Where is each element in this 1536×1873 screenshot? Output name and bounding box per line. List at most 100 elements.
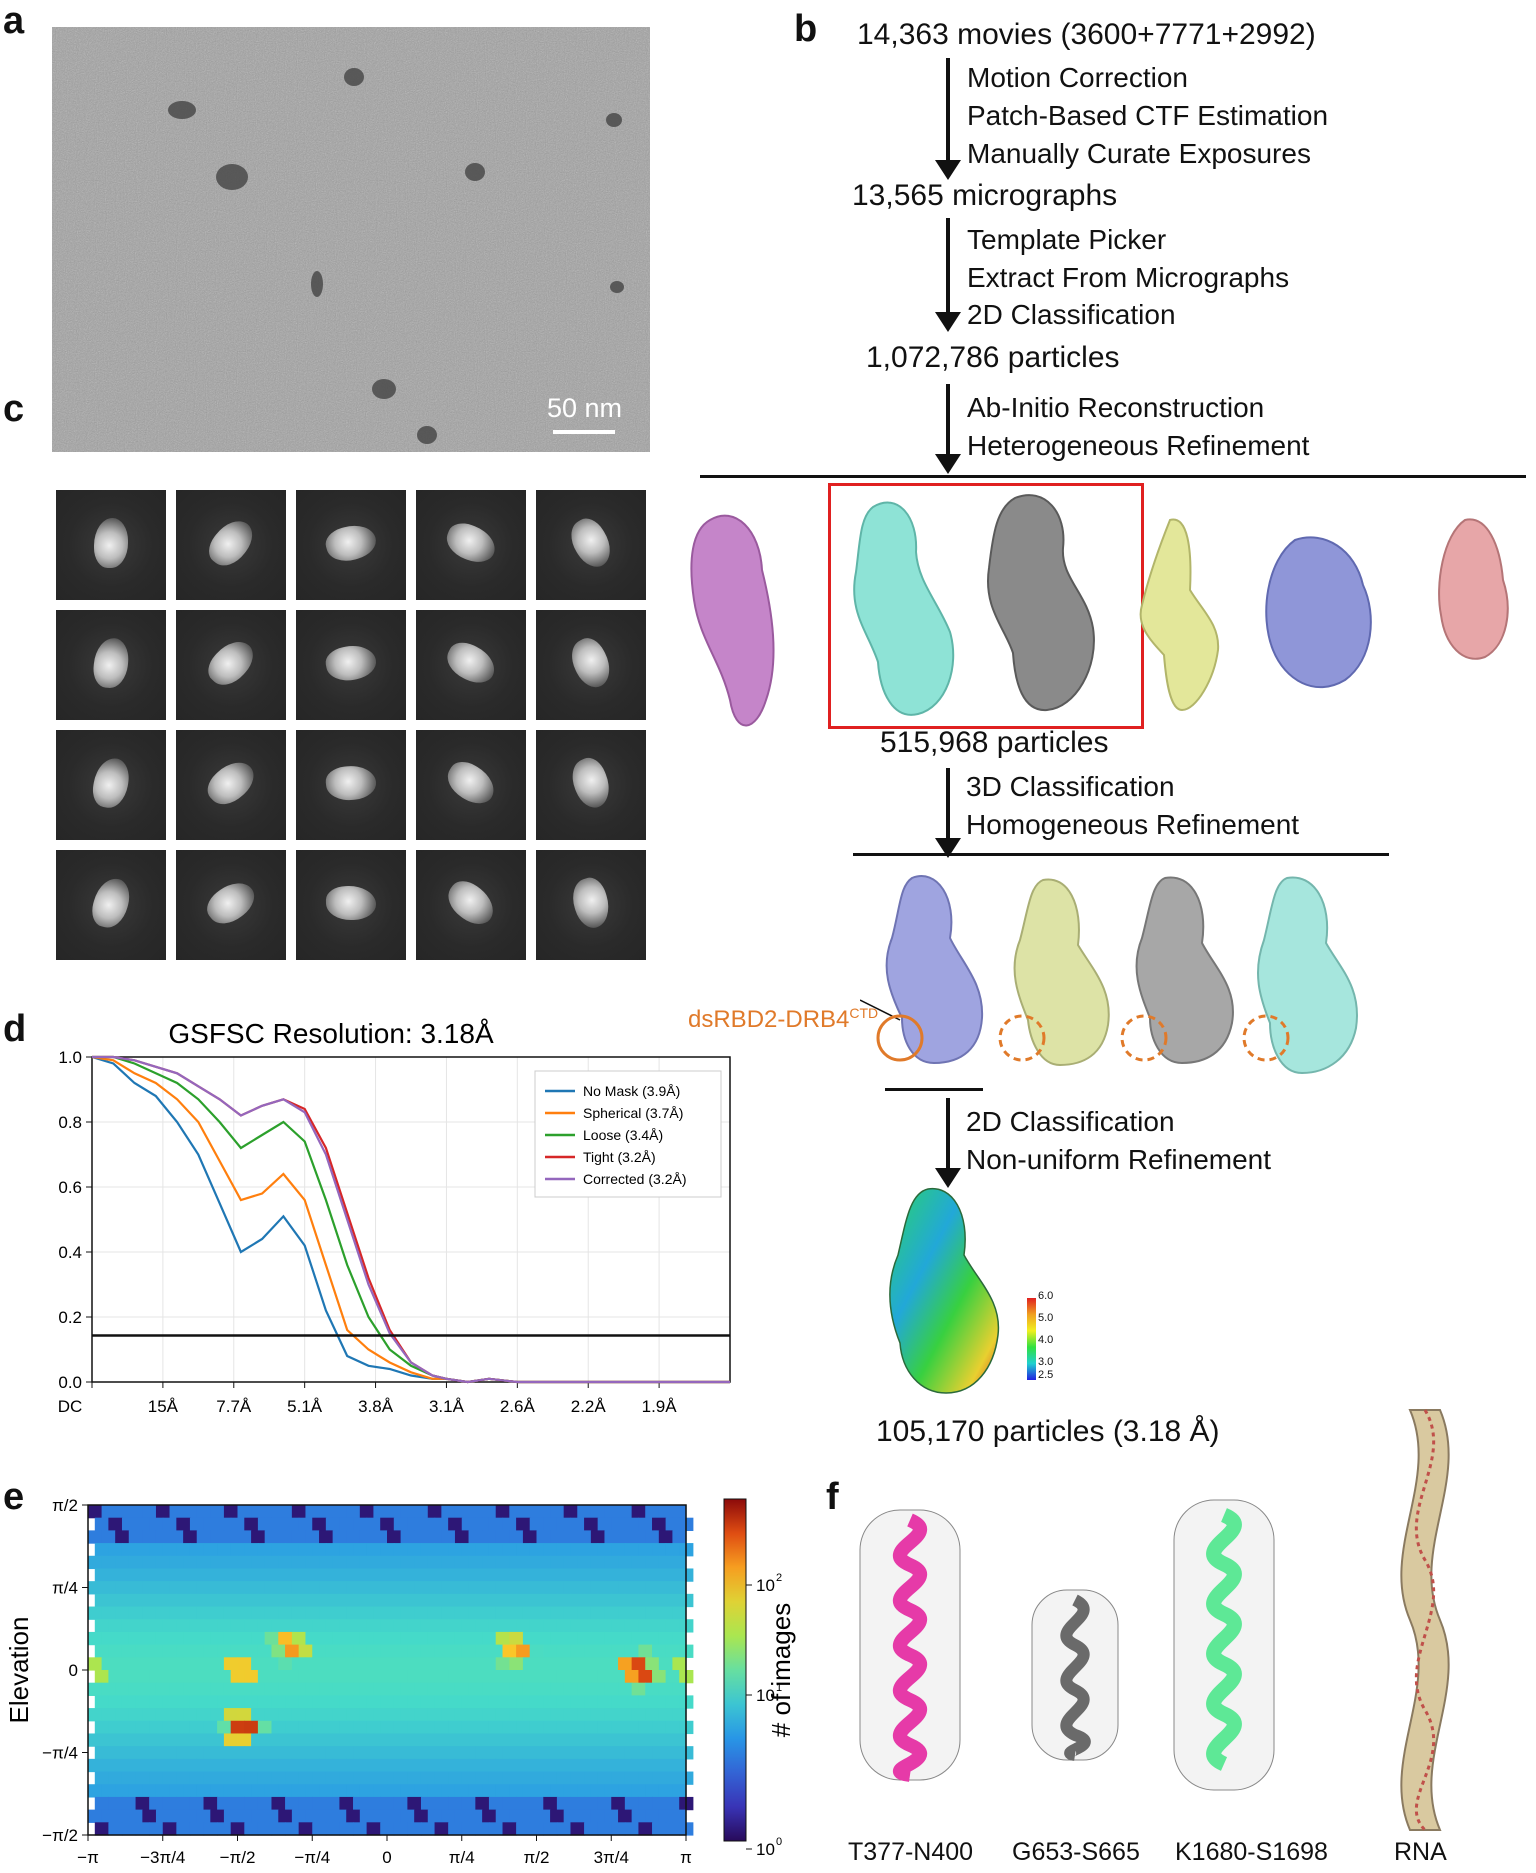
heat-cell xyxy=(516,1720,531,1735)
heat-cell xyxy=(387,1581,402,1595)
heat-cell xyxy=(631,1733,646,1747)
heat-cell xyxy=(441,1784,456,1798)
heat-cell xyxy=(285,1517,300,1531)
heat-cell xyxy=(543,1619,558,1633)
heat-cell xyxy=(312,1568,327,1582)
model-fit-helix-gray xyxy=(1031,1589,1119,1761)
locres-tick: 6.0 xyxy=(1038,1290,1054,1302)
heat-cell xyxy=(251,1606,266,1620)
heat-cell xyxy=(434,1746,449,1760)
heat-cell xyxy=(353,1543,368,1557)
heat-cell xyxy=(115,1581,130,1595)
heat-cell xyxy=(563,1809,578,1823)
heat-cell xyxy=(645,1784,660,1798)
heat-cell xyxy=(203,1619,218,1633)
heat-cell xyxy=(325,1720,341,1735)
heat-cell xyxy=(672,1581,687,1595)
heat-cell xyxy=(217,1695,232,1709)
heat-cell xyxy=(94,1746,109,1760)
heat-cell xyxy=(251,1555,266,1570)
heat-cell xyxy=(461,1822,476,1836)
heat-cell xyxy=(101,1708,116,1722)
heat-cell xyxy=(645,1809,660,1823)
heat-cell xyxy=(448,1771,463,1785)
heat-cell xyxy=(380,1568,395,1582)
heat-cell xyxy=(244,1746,259,1760)
heat-cell xyxy=(366,1568,381,1582)
heat-cell xyxy=(536,1631,551,1646)
class-average-tile xyxy=(56,490,166,600)
heat-cell xyxy=(94,1619,109,1633)
heat-cell xyxy=(298,1568,313,1582)
heat-cell xyxy=(189,1593,205,1608)
heat-cell xyxy=(516,1670,531,1684)
heat-cell xyxy=(522,1758,538,1773)
x-tick-label: 7.7Å xyxy=(216,1397,252,1416)
divider-line xyxy=(885,1088,983,1091)
heat-cell xyxy=(665,1644,680,1658)
heat-cell xyxy=(638,1593,653,1608)
x-tick-label: 2.2Å xyxy=(571,1397,607,1416)
heat-cell xyxy=(420,1568,436,1582)
heat-cell xyxy=(584,1746,599,1760)
heat-cell xyxy=(319,1530,334,1544)
heat-cell xyxy=(584,1822,599,1836)
heat-cell xyxy=(135,1771,150,1785)
heat-cell xyxy=(264,1708,279,1722)
heat-cell xyxy=(196,1809,211,1823)
heat-cell xyxy=(400,1809,415,1823)
heat-cell xyxy=(223,1809,239,1823)
heat-cell xyxy=(291,1657,307,1671)
heat-cell xyxy=(230,1771,245,1785)
heat-cell xyxy=(543,1695,558,1709)
heat-cell xyxy=(115,1758,130,1773)
heat-cell xyxy=(584,1644,599,1658)
heat-cell xyxy=(298,1593,313,1608)
heat-cell xyxy=(665,1822,680,1836)
heat-cell xyxy=(454,1708,470,1722)
heat-cell xyxy=(482,1505,497,1519)
heat-cell xyxy=(244,1517,259,1531)
heat-cell xyxy=(495,1657,510,1671)
heat-cell xyxy=(590,1733,606,1747)
heat-cell xyxy=(319,1708,334,1722)
particle-blob xyxy=(564,633,618,693)
step1-item: Motion Correction xyxy=(967,62,1188,93)
particle-blob xyxy=(201,633,261,693)
x-tick-label: π/4 xyxy=(449,1848,475,1867)
colorbar-tick-label: 10 xyxy=(756,1576,775,1595)
heat-cell xyxy=(420,1746,436,1760)
heat-cell xyxy=(577,1555,592,1570)
heat-cell xyxy=(448,1796,463,1811)
heat-cell xyxy=(101,1530,116,1544)
heat-cell xyxy=(543,1746,558,1760)
heat-cell xyxy=(658,1581,674,1595)
heat-cell xyxy=(618,1758,633,1773)
heat-cell xyxy=(624,1796,640,1811)
heat-cell xyxy=(604,1505,619,1519)
heat-cell xyxy=(652,1670,667,1684)
heat-cell xyxy=(556,1796,572,1811)
heat-cell xyxy=(108,1771,123,1785)
heat-cell xyxy=(536,1784,551,1798)
heat-cell xyxy=(196,1555,211,1570)
heat-cell xyxy=(203,1593,218,1608)
heat-cell xyxy=(305,1581,320,1595)
heat-cell xyxy=(461,1695,476,1709)
heat-cell xyxy=(475,1822,490,1836)
micrograph-image: 50 nm xyxy=(52,27,650,452)
heat-cell xyxy=(353,1593,368,1608)
heat-cell xyxy=(121,1543,137,1557)
colorbar-tick-exponent: 0 xyxy=(776,1836,782,1848)
heat-cell xyxy=(631,1530,646,1544)
heat-cell xyxy=(400,1606,415,1620)
heat-cell xyxy=(556,1644,572,1658)
heat-cell xyxy=(658,1606,674,1620)
heat-cell xyxy=(88,1657,103,1671)
heat-cell xyxy=(108,1796,123,1811)
heat-cell xyxy=(373,1784,388,1798)
heat-cell xyxy=(475,1644,490,1658)
heat-cell xyxy=(441,1657,456,1671)
heat-cell xyxy=(672,1530,687,1544)
heat-cell xyxy=(468,1682,483,1696)
